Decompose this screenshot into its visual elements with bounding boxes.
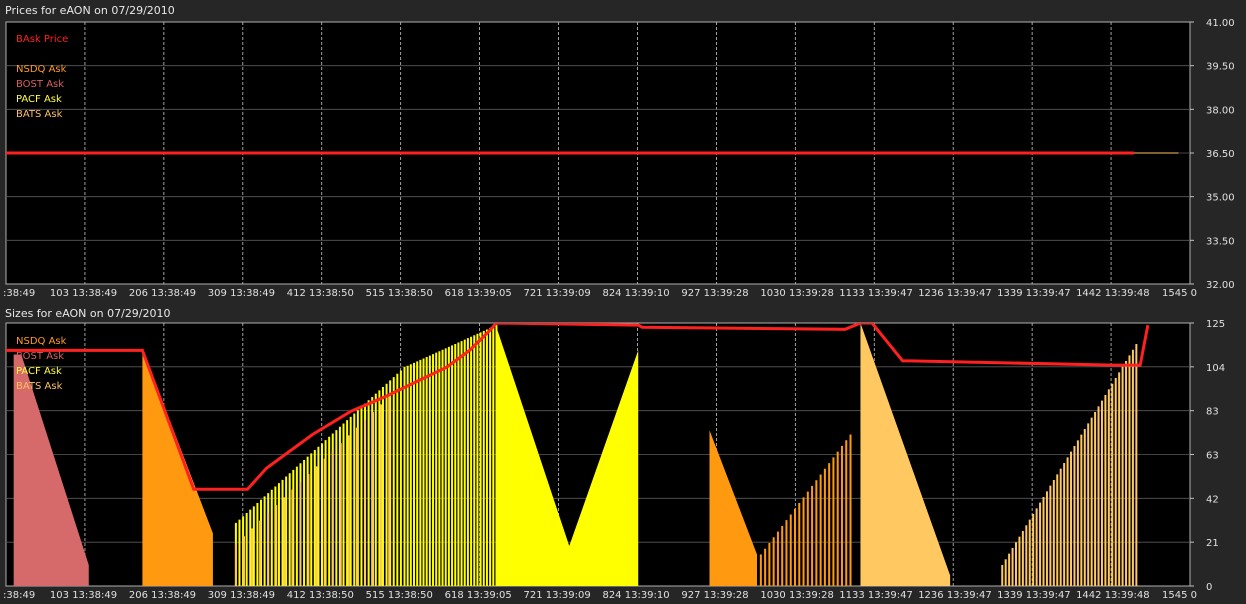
panel-0-title: Prices for eAON on 07/29/2010 (5, 4, 175, 17)
series-line-bask-size (6, 323, 1150, 491)
legend-entry-pacf-ask: PACF Ask (16, 94, 62, 105)
x-tick-label: 1442 13:39:48 (1076, 590, 1150, 601)
x-tick-label: 721 13:39:09 (524, 590, 591, 601)
x-tick-label: 1442 13:39:48 (1076, 288, 1150, 299)
x-tick-label: 1339 13:39:47 (997, 590, 1071, 601)
x-tick-label: 1545 0 (1162, 288, 1197, 299)
legend-entry-bask-price: BAsk Price (16, 34, 68, 45)
x-tick-label: 927 13:39:28 (681, 288, 748, 299)
size-area-nsdq-ask (709, 430, 758, 586)
x-tick-label: 1236 13:39:47 (918, 590, 992, 601)
legend-entry-bats-ask: BATS Ask (16, 381, 63, 392)
x-tick-label: 1545 0 (1162, 590, 1197, 601)
y-tick-label: 35.00 (1206, 193, 1235, 204)
y-tick-label: 21 (1206, 538, 1219, 549)
y-tick-label: 38.00 (1206, 105, 1235, 116)
size-area-bats-ask (860, 323, 951, 586)
x-tick-label: 1030 13:39:28 (760, 590, 834, 601)
y-tick-label: 39.50 (1206, 62, 1235, 73)
x-tick-label: 1133 13:39:47 (839, 288, 913, 299)
x-tick-label: 412 13:38:50 (287, 590, 354, 601)
x-tick-label: 927 13:39:28 (681, 590, 748, 601)
x-tick-label: 1030 13:39:28 (760, 288, 834, 299)
x-tick-label: 206 13:38:49 (129, 590, 196, 601)
x-tick-label: 618 13:39:05 (445, 288, 512, 299)
y-tick-label: 0 (1206, 582, 1212, 593)
legend-entry-bost-ask: BOST Ask (16, 351, 64, 362)
x-tick-label: 412 13:38:50 (287, 288, 354, 299)
legend-entry-pacf-ask: PACF Ask (16, 366, 62, 377)
y-tick-label: 125 (1206, 319, 1225, 330)
x-tick-label: :38:49 (3, 288, 35, 299)
x-tick-label: 1339 13:39:47 (997, 288, 1071, 299)
y-tick-label: 32.00 (1206, 280, 1235, 291)
x-tick-label: 824 13:39:10 (602, 288, 669, 299)
x-tick-label: 103 13:38:49 (50, 288, 117, 299)
y-tick-label: 104 (1206, 363, 1225, 374)
size-area-pacf-ask (496, 327, 639, 586)
x-tick-label: 309 13:38:49 (208, 590, 275, 601)
legend-entry-bats-ask: BATS Ask (16, 109, 63, 120)
y-tick-label: 83 (1206, 407, 1219, 418)
legend-entry-nsdq-ask: NSDQ Ask (16, 64, 67, 75)
y-tick-label: 33.50 (1206, 236, 1235, 247)
y-tick-label: 41.00 (1206, 18, 1235, 29)
y-tick-label: 63 (1206, 451, 1219, 462)
x-tick-label: 721 13:39:09 (524, 288, 591, 299)
x-tick-label: :38:49 (3, 590, 35, 601)
x-tick-label: 103 13:38:49 (50, 590, 117, 601)
legend-entry-bost-ask: BOST Ask (16, 79, 64, 90)
y-tick-label: 42 (1206, 494, 1219, 505)
x-tick-label: 1133 13:39:47 (839, 590, 913, 601)
size-area-bost-ask (13, 354, 89, 586)
panel-1-title: Sizes for eAON on 07/29/2010 (5, 307, 171, 320)
y-tick-label: 36.50 (1206, 149, 1235, 160)
x-tick-label: 515 13:38:50 (366, 288, 433, 299)
x-tick-label: 515 13:38:50 (366, 590, 433, 601)
x-tick-label: 618 13:39:05 (445, 590, 512, 601)
legend-entry-nsdq-ask: NSDQ Ask (16, 336, 67, 347)
x-tick-label: 206 13:38:49 (129, 288, 196, 299)
size-area-nsdq-ask (142, 348, 213, 586)
x-tick-label: 1236 13:39:47 (918, 288, 992, 299)
x-tick-label: 824 13:39:10 (602, 590, 669, 601)
x-tick-label: 309 13:38:49 (208, 288, 275, 299)
